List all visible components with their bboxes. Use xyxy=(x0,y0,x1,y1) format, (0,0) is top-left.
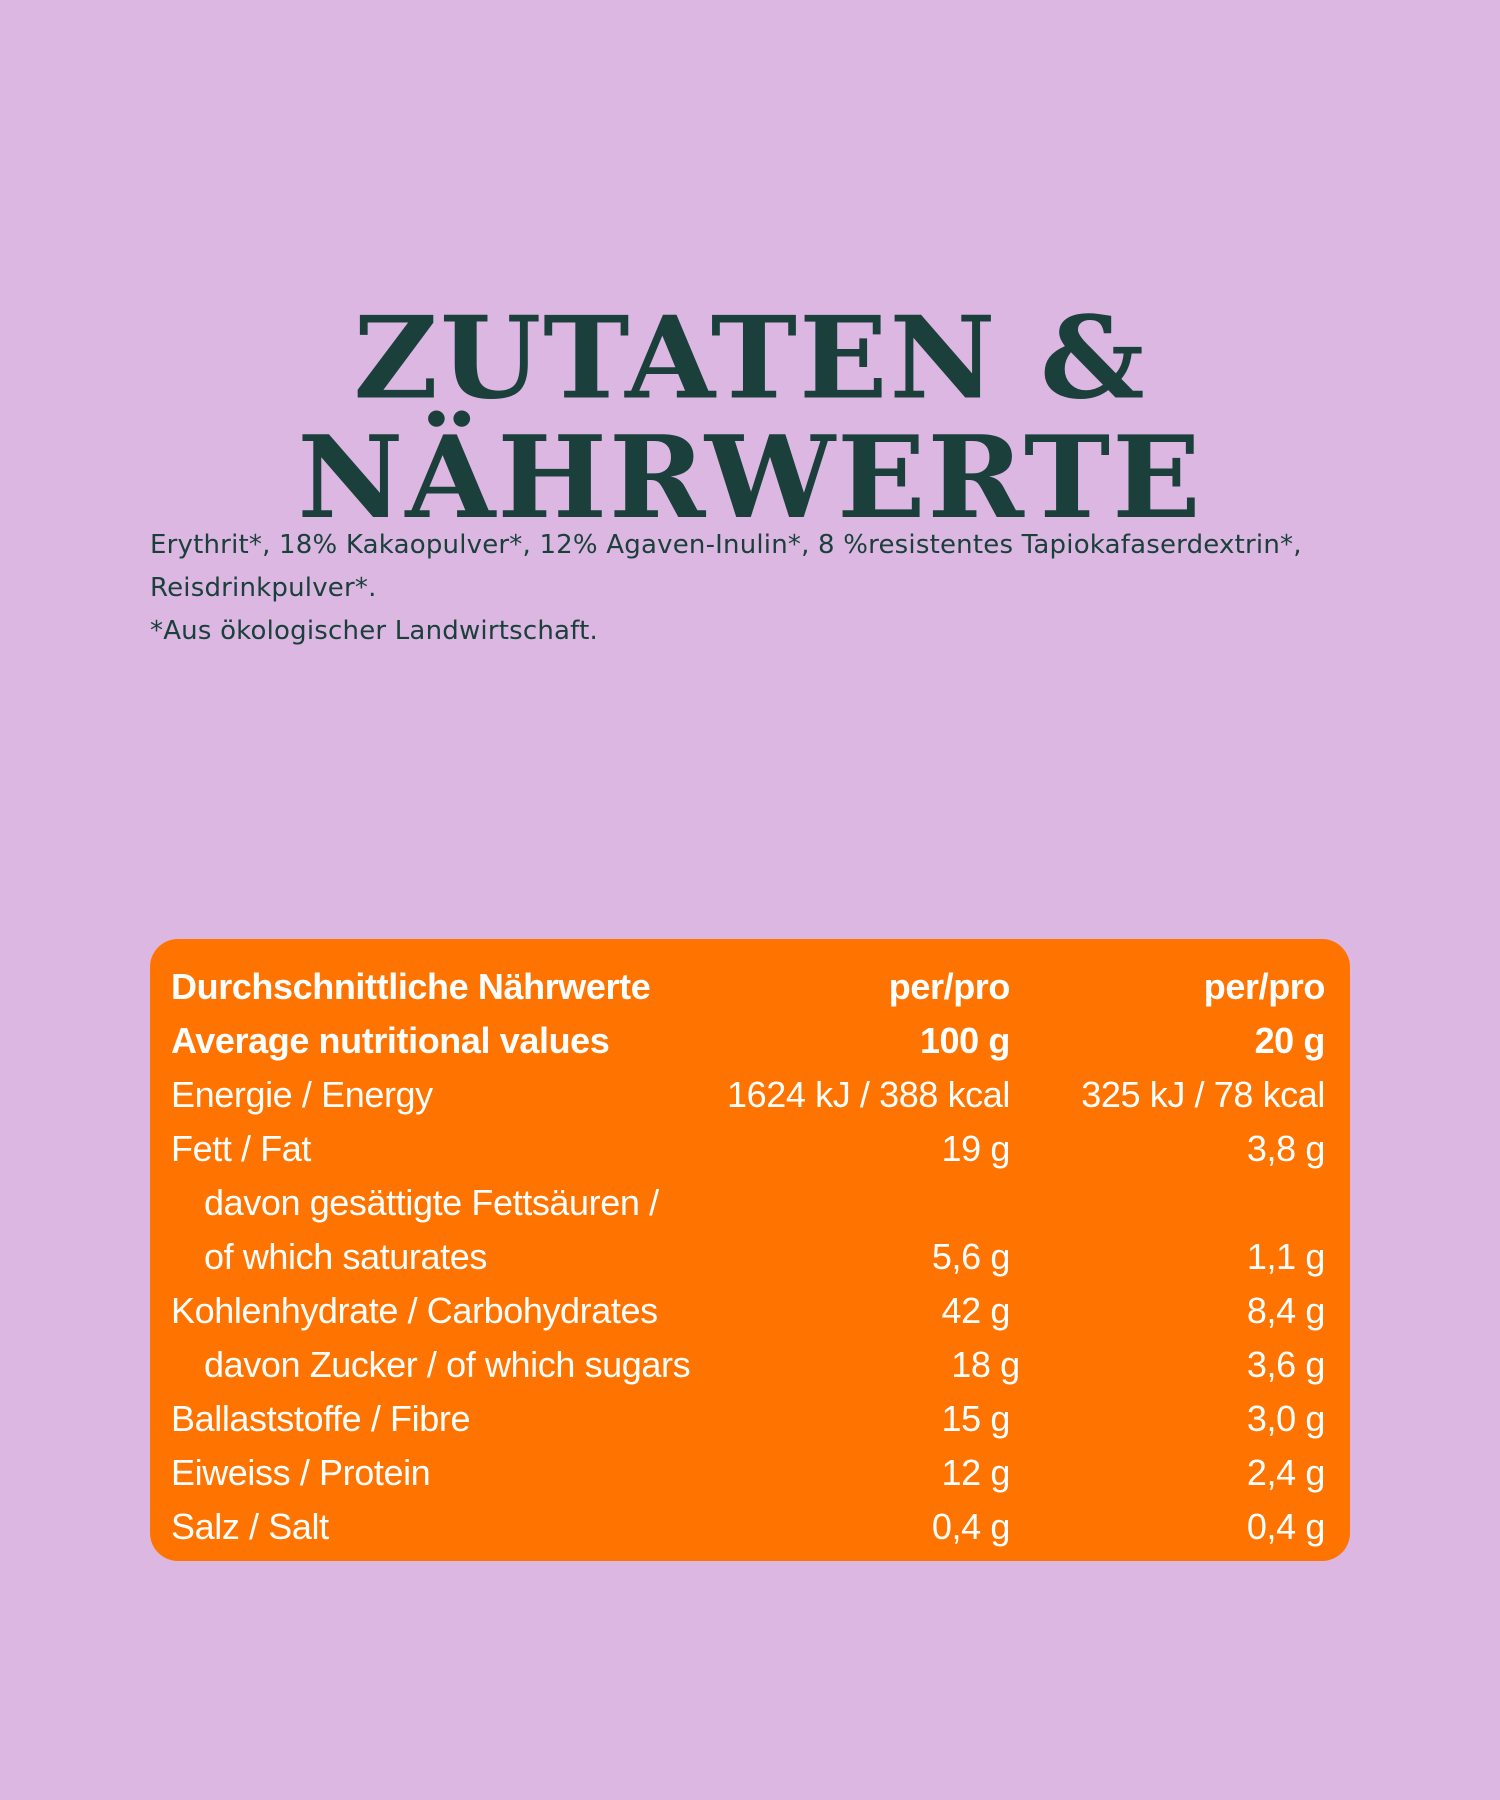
row-label: Kohlenhydrate / Carbohydrates xyxy=(171,1290,658,1331)
row-label: davon Zucker / of which sugars xyxy=(204,1344,691,1385)
nutrition-row-fat: Fett / Fat 19 g 3,8 g xyxy=(171,1122,1325,1176)
header-label: Average nutritional values xyxy=(171,1020,610,1061)
header-col-20g: per/pro xyxy=(1203,966,1326,1007)
row-label: of which saturates xyxy=(204,1236,487,1277)
header-col-20g: 20 g xyxy=(1254,1020,1326,1061)
row-value-20g: 2,4 g xyxy=(1246,1452,1325,1493)
row-value-100g: 0,4 g xyxy=(931,1506,1010,1547)
nutrition-row-salt: Salz / Salt 0,4 g 0,4 g xyxy=(171,1500,1325,1554)
page-title: ZUTATEN & NÄHRWERTE xyxy=(0,298,1500,537)
row-label: Eiweiss / Protein xyxy=(171,1452,431,1493)
row-value-100g: 18 g xyxy=(951,1344,1020,1385)
row-label: Salz / Salt xyxy=(171,1506,329,1547)
title-line-1: ZUTATEN & xyxy=(353,291,1147,425)
row-value-20g: 3,6 g xyxy=(1246,1344,1325,1385)
row-label: Energie / Energy xyxy=(171,1074,433,1115)
header-col-100g: per/pro xyxy=(888,966,1011,1007)
row-value-20g: 3,8 g xyxy=(1246,1128,1325,1169)
row-value-100g: 15 g xyxy=(941,1398,1011,1439)
header-label: Durchschnittliche Nährwerte xyxy=(171,966,651,1007)
nutrition-row-saturates-label: davon gesättigte Fettsäuren / xyxy=(171,1176,1325,1230)
nutrition-row-carbohydrates: Kohlenhydrate / Carbohydrates 42 g 8,4 g xyxy=(171,1284,1325,1338)
row-value-100g: 1624 kJ / 388 kcal xyxy=(727,1074,1010,1115)
row-value-20g: 0,4 g xyxy=(1246,1506,1325,1547)
nutrition-row-protein: Eiweiss / Protein 12 g 2,4 g xyxy=(171,1446,1325,1500)
nutrition-header-row: Average nutritional values 100 g 20 g xyxy=(171,1014,1325,1068)
row-value-100g: 12 g xyxy=(941,1452,1011,1493)
row-label: Fett / Fat xyxy=(171,1128,312,1169)
title-line-2: NÄHRWERTE xyxy=(297,410,1203,545)
row-value-100g: 42 g xyxy=(941,1290,1011,1331)
row-value-100g: 19 g xyxy=(941,1128,1011,1169)
row-label: davon gesättigte Fettsäuren / xyxy=(204,1182,659,1223)
nutrition-table: Durchschnittliche Nährwerte per/pro per/… xyxy=(150,939,1350,1561)
nutrition-row-energy: Energie / Energy 1624 kJ / 388 kcal 325 … xyxy=(171,1068,1325,1122)
row-value-20g: 1,1 g xyxy=(1246,1236,1325,1277)
nutrition-header-row: Durchschnittliche Nährwerte per/pro per/… xyxy=(171,960,1325,1014)
row-value-20g: 8,4 g xyxy=(1246,1290,1325,1331)
ingredients-line-1: Erythrit*, 18% Kakaopulver*, 12% Agaven-… xyxy=(150,530,1302,560)
header-col-100g: 100 g xyxy=(919,1020,1010,1061)
row-value-20g: 3,0 g xyxy=(1246,1398,1325,1439)
row-label: Ballaststoffe / Fibre xyxy=(171,1398,471,1439)
nutrition-row-saturates: of which saturates 5,6 g 1,1 g xyxy=(171,1230,1325,1284)
ingredients-line-2: Reisdrinkpulver*. xyxy=(150,573,377,603)
nutrition-row-sugars: davon Zucker / of which sugars 18 g 3,6 … xyxy=(171,1338,1325,1392)
ingredients-text: Erythrit*, 18% Kakaopulver*, 12% Agaven-… xyxy=(150,524,1370,653)
nutrition-row-fibre: Ballaststoffe / Fibre 15 g 3,0 g xyxy=(171,1392,1325,1446)
row-value-20g: 325 kJ / 78 kcal xyxy=(1081,1074,1325,1115)
row-value-100g: 5,6 g xyxy=(931,1236,1010,1277)
ingredients-note: *Aus ökologischer Landwirtschaft. xyxy=(150,616,598,646)
